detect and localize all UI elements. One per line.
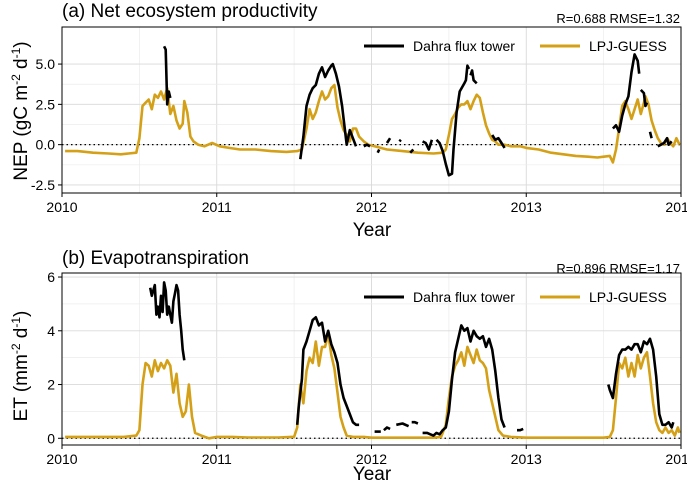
et-panel: (b) Evapotranspiration R=0.896 RMSE=1.17… xyxy=(9,248,687,485)
series-line-dahra xyxy=(363,143,371,148)
y-tick-label: 6 xyxy=(47,269,55,285)
series-lines xyxy=(65,45,681,177)
y-tick-label: 0.0 xyxy=(36,137,56,153)
stats-label: R=0.896 RMSE=1.17 xyxy=(556,261,680,276)
series-line-dahra xyxy=(469,69,478,85)
series-line-dahra xyxy=(648,131,653,139)
series-line-dahra xyxy=(657,136,673,148)
series-line-dahra xyxy=(611,53,641,134)
series-line-dahra xyxy=(409,148,415,154)
x-tick-label: 2012 xyxy=(356,199,387,215)
series-line-dahra xyxy=(398,138,402,143)
legend-label-dahra: Dahra flux tower xyxy=(413,289,515,305)
series-line-dahra xyxy=(639,88,649,108)
y-tick-label: 4 xyxy=(47,323,55,339)
stats-label: R=0.688 RMSE=1.32 xyxy=(556,11,680,26)
y-tick-label: 2.5 xyxy=(36,96,56,112)
y-tick-label: 2 xyxy=(47,377,55,393)
x-tick-label: 2010 xyxy=(46,451,77,467)
y-tick-label: 0 xyxy=(47,430,55,446)
legend-label-dahra: Dahra flux tower xyxy=(413,38,515,54)
y-axis-label: NEP (gC m-2 d-1) xyxy=(9,41,32,180)
series-line-dahra xyxy=(517,427,524,432)
series-line-dahra xyxy=(162,45,172,106)
chart-title: (a) Net ecosystem productivity xyxy=(62,1,318,22)
series-line-dahra xyxy=(607,337,675,429)
nep-panel: (a) Net ecosystem productivity R=0.688 R… xyxy=(9,1,687,241)
series-line-dahra xyxy=(385,137,392,144)
series-line-dahra xyxy=(491,134,506,149)
x-axis-label: Year xyxy=(353,464,392,485)
series-line-lpj xyxy=(65,332,681,440)
chart-title: (b) Evapotranspiration xyxy=(62,248,249,269)
x-tick-label: 2014 xyxy=(665,199,687,215)
series-line-dahra xyxy=(148,281,186,361)
legend: Dahra flux tower LPJ-GUESS xyxy=(364,38,667,54)
x-tick-label: 2012 xyxy=(356,451,387,467)
legend: Dahra flux tower LPJ-GUESS xyxy=(364,289,667,305)
legend-label-lpj: LPJ-GUESS xyxy=(589,289,667,305)
series-line-dahra xyxy=(435,64,471,177)
series-line-dahra xyxy=(422,324,506,437)
x-tick-label: 2014 xyxy=(665,451,687,467)
series-line-dahra xyxy=(383,426,391,432)
series-line-dahra xyxy=(396,422,410,428)
x-tick-label: 2013 xyxy=(511,199,542,215)
x-axis-label: Year xyxy=(353,220,392,241)
series-line-dahra xyxy=(299,62,358,160)
series-line-dahra xyxy=(376,148,381,154)
y-axis-ticks: -2.5 0.0 2.5 5.0 xyxy=(31,56,62,193)
series-lines xyxy=(65,281,681,440)
legend-label-lpj: LPJ-GUESS xyxy=(589,38,667,54)
series-line-lpj xyxy=(65,83,681,164)
x-tick-label: 2011 xyxy=(202,451,232,467)
x-tick-label: 2011 xyxy=(202,199,232,215)
series-line-dahra xyxy=(411,420,419,425)
x-axis-ticks: 2010 2011 2012 2013 2014 xyxy=(46,445,687,467)
x-tick-label: 2013 xyxy=(511,451,542,467)
y-tick-label: 5.0 xyxy=(36,56,56,72)
y-axis-ticks: 0 2 4 6 xyxy=(47,269,62,446)
series-line-dahra xyxy=(422,139,434,151)
series-line-dahra xyxy=(295,315,360,427)
x-axis-ticks: 2010 2011 2012 2013 2014 xyxy=(46,193,687,215)
x-tick-label: 2010 xyxy=(46,199,77,215)
y-tick-label: -2.5 xyxy=(31,177,55,193)
y-axis-label: ET (mm-2 d-1) xyxy=(9,311,32,422)
